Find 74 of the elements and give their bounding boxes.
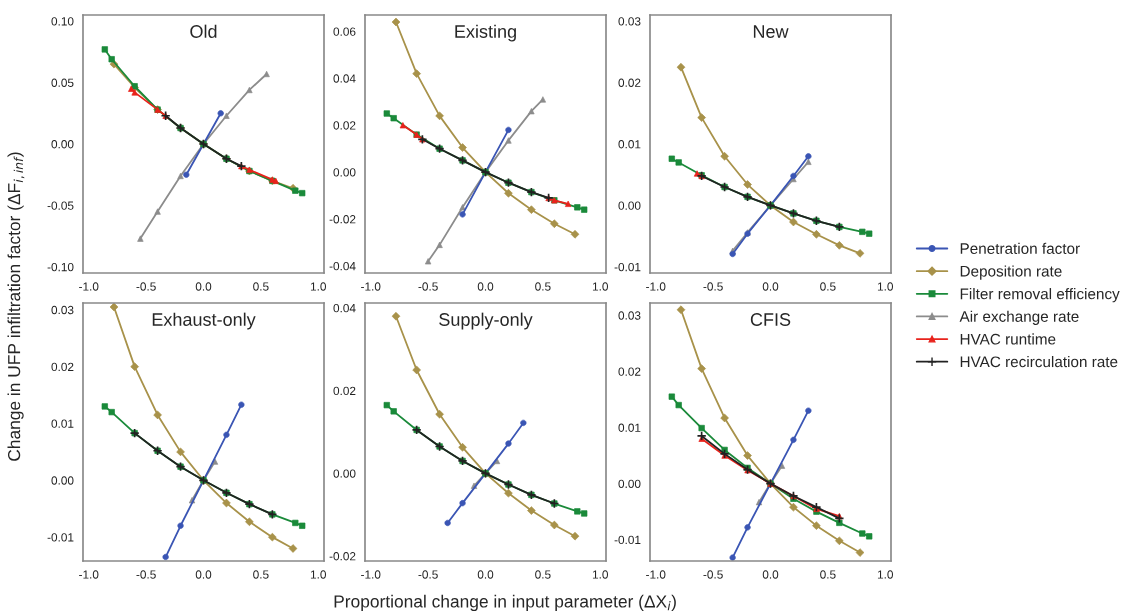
y-axis-title: Change in UFP infiltration factor (ΔF$_{i,inf}$) (7, 152, 25, 461)
x-tick-label: -1.0 (646, 282, 666, 291)
y-tick-label: 0.00 (333, 168, 356, 177)
x-tick-label: -1.0 (79, 570, 99, 579)
x-tick-label: 0.5 (253, 570, 269, 579)
chart-title: Exhaust-only (152, 312, 256, 330)
y-tick-label: 0.02 (51, 362, 74, 372)
x-tick-label: 0.0 (477, 282, 494, 291)
x-tick-label: -1.0 (361, 282, 381, 291)
chart-title: New (753, 25, 789, 38)
y-tick-label: 0.00 (51, 140, 74, 149)
y-tick-label: 0.00 (333, 469, 356, 478)
y-tick-label: -0.01 (614, 262, 641, 272)
y-tick-label: 0.04 (333, 74, 356, 83)
x-tick-label: -0.5 (418, 570, 438, 579)
x-tick-label: 1.0 (877, 570, 894, 579)
y-tick-label: 0.05 (51, 78, 74, 87)
x-tick-label: -0.5 (136, 282, 156, 291)
chart-title: Old (190, 24, 217, 38)
x-tick-label: 0.0 (195, 570, 212, 579)
y-tick-label: -0.01 (614, 535, 641, 545)
x-tick-label: 0.0 (477, 570, 494, 579)
legend-label: Penetration factor (960, 242, 1080, 254)
x-tick-label: -1.0 (79, 282, 99, 291)
legend-label: Deposition rate (960, 265, 1062, 280)
y-tick-label: 0.00 (618, 201, 641, 210)
y-tick-label: -0.10 (47, 262, 74, 272)
y-tick-label: -0.04 (329, 262, 356, 271)
x-axis-title: Proportional change in input parameter (ΔX$_{i}$) (334, 594, 676, 612)
y-tick-label: -0.05 (47, 201, 74, 210)
y-tick-label: 0.04 (333, 304, 356, 313)
y-tick-label: 0.03 (51, 305, 74, 315)
chart-title: CFIS (750, 313, 791, 326)
y-tick-label: 0.03 (618, 311, 641, 320)
y-tick-label: 0.03 (618, 17, 641, 26)
y-tick-label: 0.02 (618, 78, 641, 87)
y-tick-label: 0.00 (51, 476, 74, 485)
y-tick-label: 0.01 (618, 423, 641, 432)
x-tick-label: 0.5 (820, 570, 836, 579)
x-tick-label: -0.5 (418, 282, 438, 291)
y-tick-label: 0.02 (333, 386, 356, 396)
y-tick-label: 0.01 (618, 140, 641, 149)
x-tick-label: 0.5 (535, 282, 551, 291)
y-tick-label: 0.06 (333, 27, 356, 36)
y-tick-label: 0.00 (618, 479, 641, 488)
x-tick-label: -0.5 (703, 282, 723, 291)
chart-title: Supply-only (439, 312, 533, 330)
x-tick-label: 1.0 (310, 570, 327, 579)
y-tick-label: 0.02 (333, 121, 356, 130)
y-tick-label: -0.01 (47, 533, 74, 542)
x-tick-label: -1.0 (646, 570, 666, 579)
legend-label: Filter removal efficiency (960, 288, 1120, 303)
x-tick-label: 0.0 (762, 570, 779, 579)
y-tick-label: 0.10 (51, 17, 74, 26)
legend-label: HVAC runtime (960, 333, 1056, 345)
y-tick-label: -0.02 (329, 552, 356, 561)
chart-title: Existing (455, 24, 516, 42)
x-tick-label: 0.0 (762, 282, 779, 291)
x-tick-label: -1.0 (361, 570, 381, 579)
legend-label: HVAC recirculation rate (960, 355, 1118, 368)
y-tick-label: 0.01 (51, 419, 74, 428)
x-tick-label: 1.0 (310, 282, 327, 291)
x-tick-label: 0.0 (195, 282, 212, 291)
x-tick-label: 0.5 (253, 282, 269, 291)
x-tick-label: 0.5 (820, 282, 836, 291)
y-tick-label: -0.02 (329, 215, 356, 224)
legend-label: Air exchange rate (959, 310, 1079, 325)
y-tick-label: 0.02 (618, 367, 641, 376)
x-tick-label: 1.0 (592, 570, 609, 579)
x-tick-label: -0.5 (703, 570, 723, 579)
x-tick-label: 1.0 (877, 282, 894, 291)
x-tick-label: 1.0 (592, 282, 609, 291)
x-tick-label: 0.5 (535, 570, 551, 579)
x-tick-label: -0.5 (136, 570, 156, 579)
